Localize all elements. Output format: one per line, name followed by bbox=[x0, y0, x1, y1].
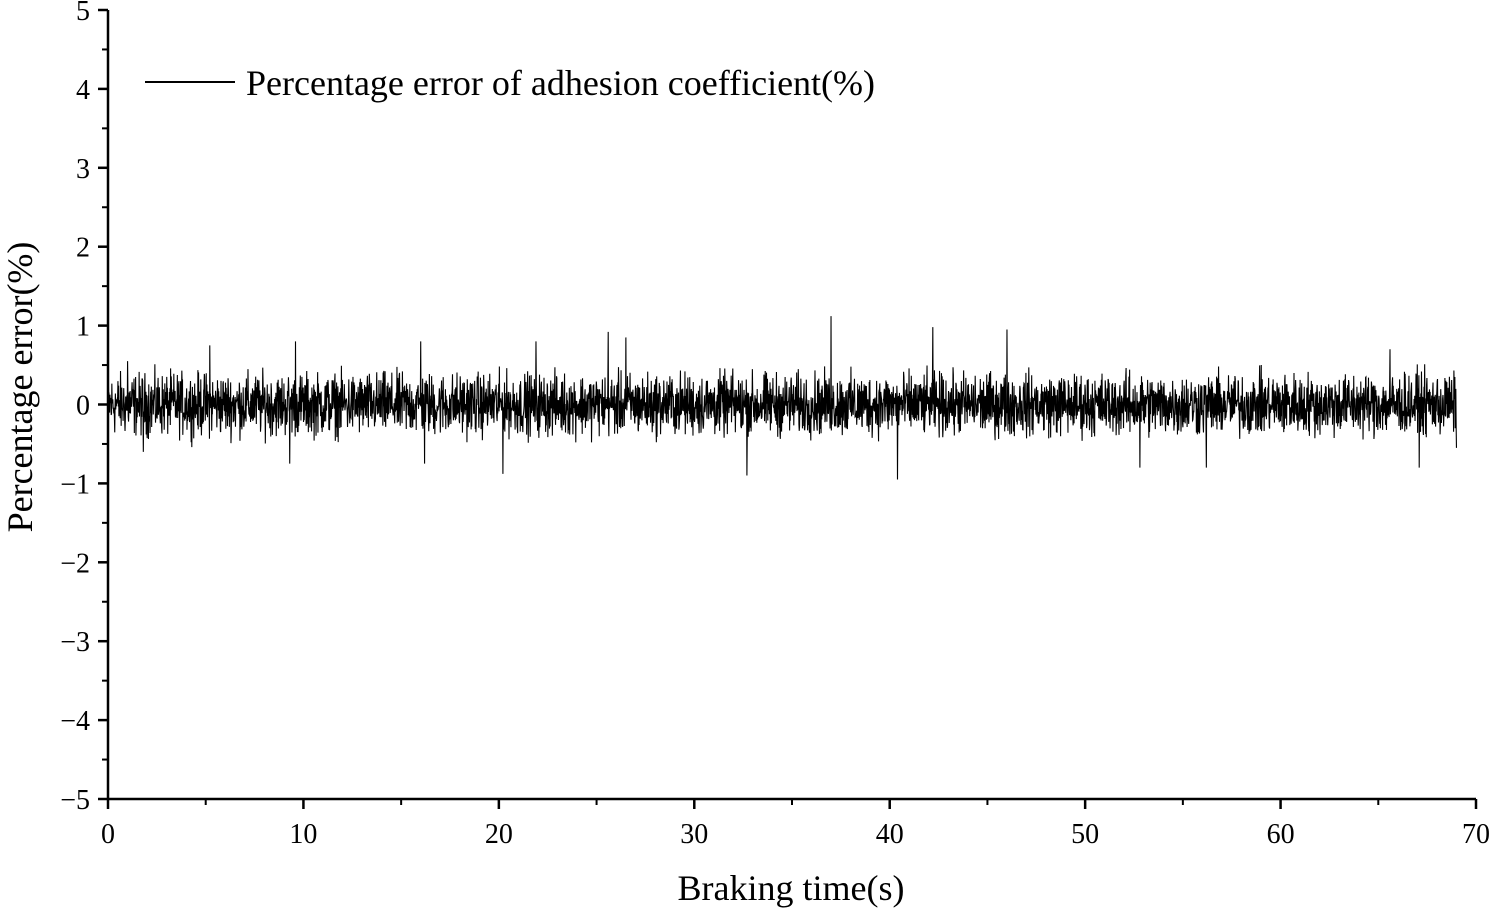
x-tick-label: 50 bbox=[1071, 819, 1099, 850]
series-layer bbox=[107, 316, 1458, 480]
legend-label: Percentage error of adhesion coefficient… bbox=[246, 63, 875, 103]
y-tick-label: −4 bbox=[60, 706, 90, 737]
x-tick-label: 60 bbox=[1267, 819, 1295, 850]
y-tick-label: 4 bbox=[76, 75, 90, 106]
y-tick-label: −1 bbox=[60, 469, 90, 500]
y-tick-label: 3 bbox=[76, 154, 90, 185]
y-tick-label: −5 bbox=[60, 785, 90, 816]
series-line bbox=[107, 316, 1458, 480]
x-axis-title: Braking time(s) bbox=[678, 868, 905, 908]
y-tick-label: 0 bbox=[76, 391, 90, 422]
y-axis-title: Percentage error(%) bbox=[0, 242, 40, 533]
x-tick-label: 30 bbox=[680, 819, 708, 850]
x-tick-label: 10 bbox=[289, 819, 317, 850]
legend: Percentage error of adhesion coefficient… bbox=[145, 63, 875, 103]
x-tick-label: 0 bbox=[101, 819, 115, 850]
y-tick-label: 2 bbox=[76, 233, 90, 264]
x-tick-label: 70 bbox=[1462, 819, 1490, 850]
y-tick-label: −2 bbox=[60, 548, 90, 579]
y-tick-label: −3 bbox=[60, 627, 90, 658]
y-tick-label: 5 bbox=[76, 0, 90, 27]
y-tick-label: 1 bbox=[76, 312, 90, 343]
x-tick-label: 20 bbox=[485, 819, 513, 850]
x-tick-label: 40 bbox=[876, 819, 904, 850]
